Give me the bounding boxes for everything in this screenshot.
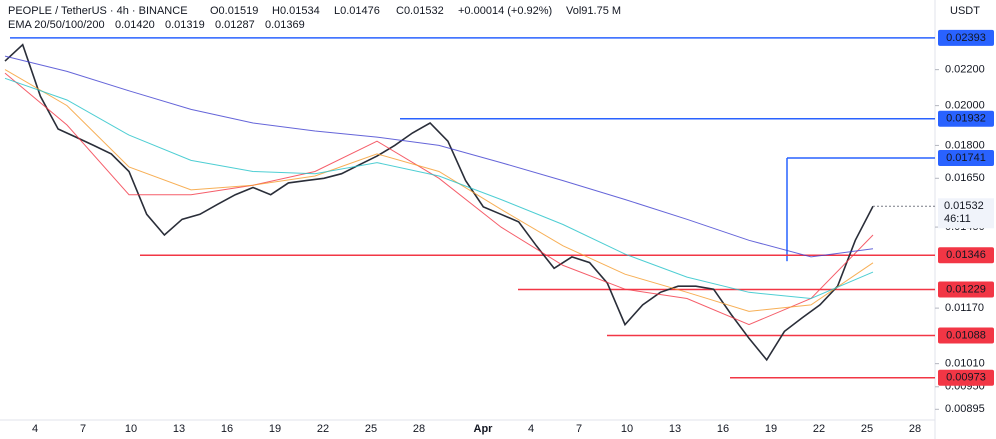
- legend-value: 0.01420: [115, 19, 155, 31]
- level-tag: [938, 369, 994, 386]
- x-tick-label: 4: [32, 423, 38, 435]
- x-tick-label: 22: [813, 423, 825, 435]
- x-tick-label: 19: [765, 423, 777, 435]
- legend-value: 0.01319: [165, 19, 205, 31]
- x-tick-label: 16: [717, 423, 729, 435]
- level-tag: [938, 29, 994, 46]
- level-label: 0.01741: [946, 152, 986, 164]
- ema-line: [4, 77, 874, 300]
- level-tag: [938, 281, 994, 298]
- level-label: 0.00973: [946, 372, 986, 384]
- x-tick-label: 25: [861, 423, 873, 435]
- level-tag: [938, 150, 994, 167]
- x-tick-label: 28: [413, 423, 425, 435]
- x-tick-label: 7: [576, 423, 582, 435]
- last-price-label: 0.01532: [944, 200, 984, 212]
- level-label: 0.01229: [946, 283, 986, 295]
- x-tick-label: 28: [909, 423, 921, 435]
- ema-line: [4, 55, 874, 258]
- x-tick-label: Apr: [474, 423, 494, 435]
- ema-line: [4, 72, 874, 326]
- level-label: 0.01932: [946, 113, 986, 125]
- price-line: [4, 43, 874, 362]
- x-tick-label: 10: [125, 423, 137, 435]
- indicator: EMA 20/50/100/200: [8, 19, 105, 31]
- ohlc-value: H0.01534: [272, 5, 320, 17]
- x-tick-label: 13: [173, 423, 185, 435]
- level-tag: [938, 247, 994, 264]
- y-tick-label: 0.02000: [945, 100, 985, 112]
- x-tick-label: 13: [669, 423, 681, 435]
- x-tick-label: 16: [221, 423, 233, 435]
- y-tick-label: 0.01010: [945, 358, 985, 370]
- y-tick-label: 0.00895: [945, 403, 985, 415]
- x-tick-label: 25: [365, 423, 377, 435]
- x-tick-label: 10: [621, 423, 633, 435]
- level-label: 0.02393: [946, 32, 986, 44]
- level-tag: [938, 110, 994, 127]
- countdown: 46:11: [944, 213, 971, 225]
- currency: USDT: [950, 5, 980, 17]
- ema-line: [4, 69, 874, 312]
- legend-value: 0.01369: [265, 19, 305, 31]
- y-tick-label: 0.01800: [945, 139, 985, 151]
- ohlc-value: Vol91.75 M: [566, 5, 621, 17]
- y-tick-label: 0.01650: [945, 172, 985, 184]
- last-price-tag: [938, 198, 994, 229]
- x-tick-label: 7: [80, 423, 86, 435]
- x-tick-label: 4: [528, 423, 534, 435]
- y-tick-label: 0.02200: [945, 64, 985, 76]
- ohlc-value: L0.01476: [334, 5, 380, 17]
- ohlc-value: +0.00014 (+0.92%): [458, 5, 552, 17]
- y-tick-label: 0.01170: [945, 302, 984, 314]
- x-tick-label: 22: [317, 423, 329, 435]
- level-label: 0.01346: [946, 249, 986, 261]
- ohlc-value: O0.01519: [210, 5, 258, 17]
- level-tag: [938, 327, 994, 344]
- ohlc-value: C0.01532: [396, 5, 444, 17]
- symbol: PEOPLE / TetherUS · 4h · BINANCE: [8, 5, 188, 17]
- level-label: 0.01088: [946, 329, 986, 341]
- legend-value: 0.01287: [215, 19, 255, 31]
- x-tick-label: 19: [269, 423, 281, 435]
